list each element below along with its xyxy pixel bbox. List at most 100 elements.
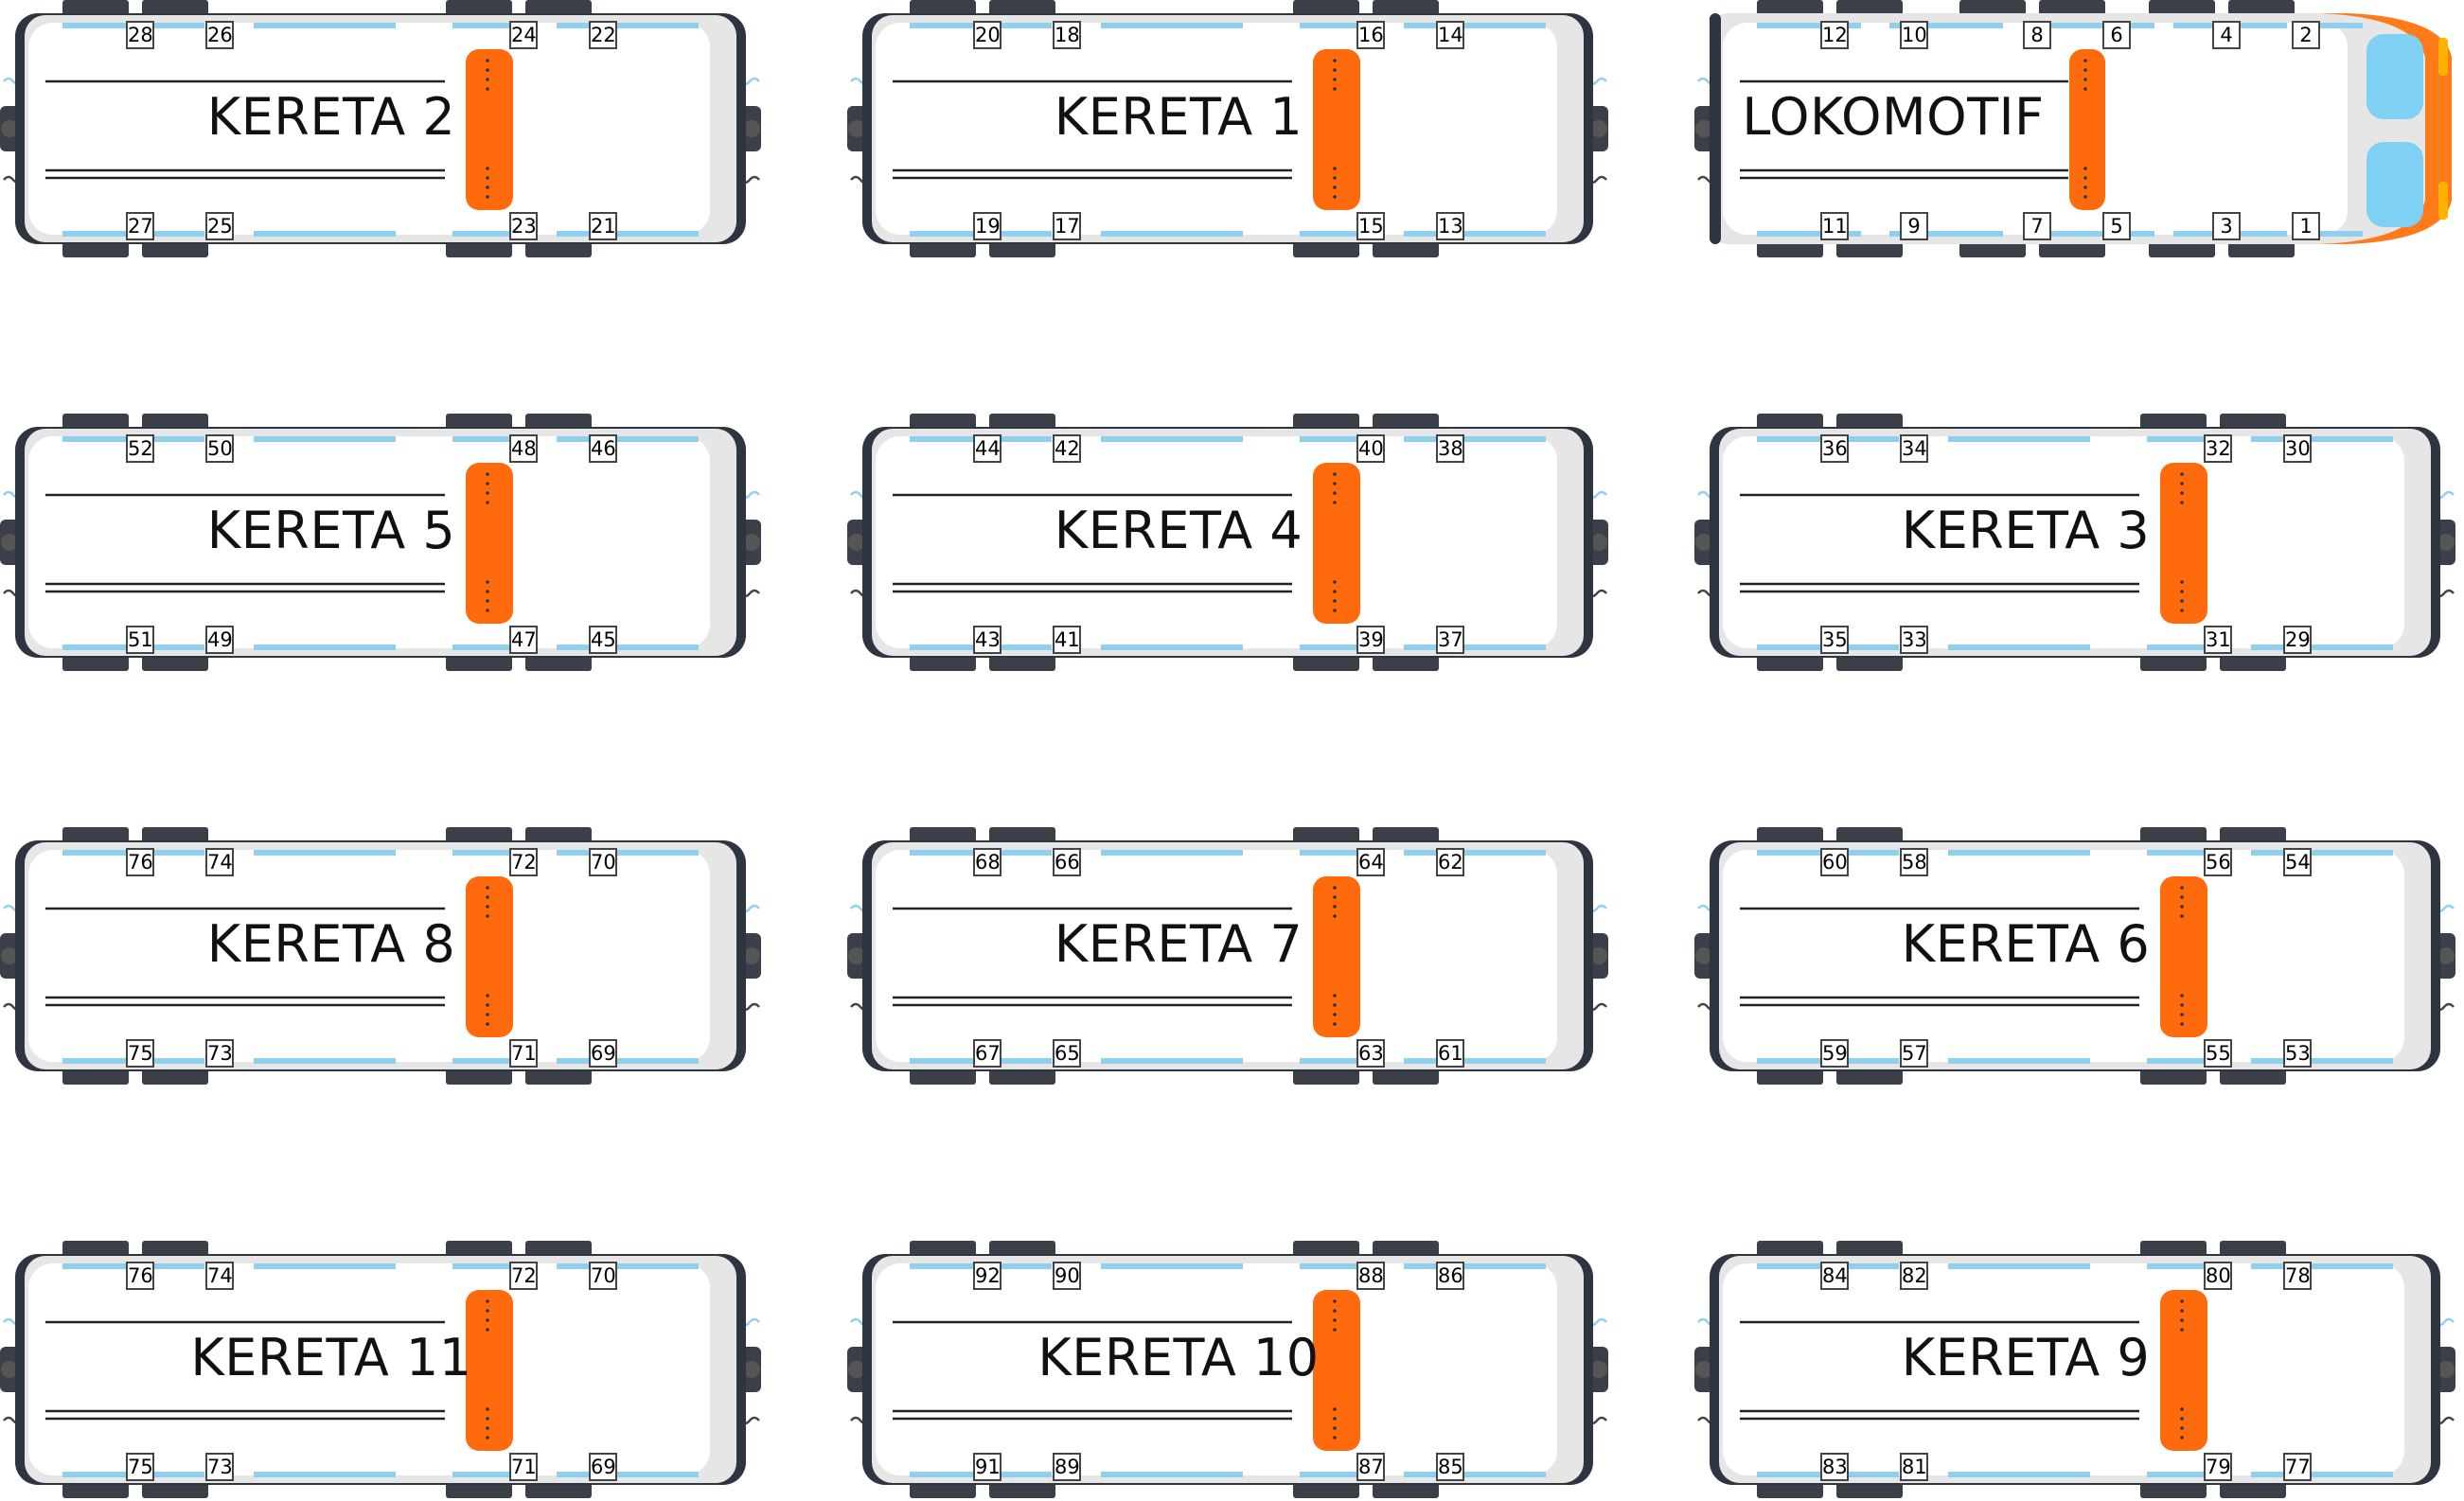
seat-number[interactable]: 6 <box>2102 21 2131 49</box>
seat-number[interactable]: 71 <box>509 1453 538 1481</box>
seat-number[interactable]: 5 <box>2102 212 2131 240</box>
seat-number[interactable]: 69 <box>589 1039 617 1068</box>
seat-number[interactable]: 32 <box>2204 434 2232 463</box>
seat-number[interactable]: 4 <box>2212 21 2241 49</box>
seat-number[interactable]: 88 <box>1356 1262 1385 1290</box>
seat-number[interactable]: 70 <box>589 1262 617 1290</box>
seat-number[interactable]: 33 <box>1900 626 1928 654</box>
seat-number[interactable]: 38 <box>1436 434 1464 463</box>
seat-number[interactable]: 23 <box>509 212 538 240</box>
seat-number[interactable]: 12 <box>1820 21 1849 49</box>
seat-number[interactable]: 30 <box>2283 434 2312 463</box>
seat-number[interactable]: 28 <box>126 21 154 49</box>
seat-number[interactable]: 31 <box>2204 626 2232 654</box>
seat-number[interactable]: 71 <box>509 1039 538 1068</box>
seat-number[interactable]: 19 <box>973 212 1002 240</box>
seat-number[interactable]: 58 <box>1900 848 1928 876</box>
seat-number[interactable]: 3 <box>2212 212 2241 240</box>
seat-number[interactable]: 34 <box>1900 434 1928 463</box>
seat-number[interactable]: 22 <box>589 21 617 49</box>
seat-number[interactable]: 2 <box>2292 21 2320 49</box>
seat-number[interactable]: 29 <box>2283 626 2312 654</box>
seat-number[interactable]: 24 <box>509 21 538 49</box>
seat-number[interactable]: 92 <box>973 1262 1002 1290</box>
seat-number[interactable]: 69 <box>589 1453 617 1481</box>
seat-number[interactable]: 87 <box>1356 1453 1385 1481</box>
seat-number[interactable]: 51 <box>126 626 154 654</box>
seat-number[interactable]: 27 <box>126 212 154 240</box>
seat-number[interactable]: 18 <box>1053 21 1081 49</box>
seat-number[interactable]: 41 <box>1053 626 1081 654</box>
seat-number[interactable]: 10 <box>1900 21 1928 49</box>
seat-number[interactable]: 14 <box>1436 21 1464 49</box>
seat-number[interactable]: 9 <box>1900 212 1928 240</box>
seat-number[interactable]: 1 <box>2292 212 2320 240</box>
seat-number[interactable]: 72 <box>509 848 538 876</box>
seat-number[interactable]: 7 <box>2023 212 2051 240</box>
seat-number[interactable]: 76 <box>126 848 154 876</box>
seat-number[interactable]: 73 <box>205 1039 234 1068</box>
seat-number[interactable]: 45 <box>589 626 617 654</box>
seat-number[interactable]: 77 <box>2283 1453 2312 1481</box>
seat-number[interactable]: 8 <box>2023 21 2051 49</box>
seat-number[interactable]: 65 <box>1053 1039 1081 1068</box>
seat-number[interactable]: 50 <box>205 434 234 463</box>
seat-number[interactable]: 74 <box>205 1262 234 1290</box>
seat-number[interactable]: 70 <box>589 848 617 876</box>
seat-number[interactable]: 37 <box>1436 626 1464 654</box>
seat-number[interactable]: 54 <box>2283 848 2312 876</box>
seat-number[interactable]: 56 <box>2204 848 2232 876</box>
seat-number[interactable]: 25 <box>205 212 234 240</box>
seat-number[interactable]: 42 <box>1053 434 1081 463</box>
seat-number[interactable]: 35 <box>1820 626 1849 654</box>
seat-number[interactable]: 20 <box>973 21 1002 49</box>
seat-number[interactable]: 43 <box>973 626 1002 654</box>
seat-number[interactable]: 11 <box>1820 212 1849 240</box>
seat-number[interactable]: 74 <box>205 848 234 876</box>
seat-number[interactable]: 80 <box>2204 1262 2232 1290</box>
seat-number[interactable]: 36 <box>1820 434 1849 463</box>
seat-number[interactable]: 17 <box>1053 212 1081 240</box>
seat-number[interactable]: 67 <box>973 1039 1002 1068</box>
seat-number[interactable]: 40 <box>1356 434 1385 463</box>
seat-number[interactable]: 91 <box>973 1453 1002 1481</box>
seat-number[interactable]: 83 <box>1820 1453 1849 1481</box>
seat-number[interactable]: 16 <box>1356 21 1385 49</box>
seat-number[interactable]: 39 <box>1356 626 1385 654</box>
seat-number[interactable]: 49 <box>205 626 234 654</box>
seat-number[interactable]: 90 <box>1053 1262 1081 1290</box>
seat-number[interactable]: 52 <box>126 434 154 463</box>
seat-number[interactable]: 59 <box>1820 1039 1849 1068</box>
seat-number[interactable]: 82 <box>1900 1262 1928 1290</box>
seat-number[interactable]: 84 <box>1820 1262 1849 1290</box>
seat-number[interactable]: 78 <box>2283 1262 2312 1290</box>
seat-number[interactable]: 68 <box>973 848 1002 876</box>
seat-number[interactable]: 55 <box>2204 1039 2232 1068</box>
seat-number[interactable]: 46 <box>589 434 617 463</box>
seat-number[interactable]: 81 <box>1900 1453 1928 1481</box>
seat-number[interactable]: 85 <box>1436 1453 1464 1481</box>
seat-number[interactable]: 26 <box>205 21 234 49</box>
seat-number[interactable]: 63 <box>1356 1039 1385 1068</box>
seat-number[interactable]: 64 <box>1356 848 1385 876</box>
seat-number[interactable]: 61 <box>1436 1039 1464 1068</box>
seat-number[interactable]: 73 <box>205 1453 234 1481</box>
seat-number[interactable]: 72 <box>509 1262 538 1290</box>
seat-number[interactable]: 89 <box>1053 1453 1081 1481</box>
seat-number[interactable]: 15 <box>1356 212 1385 240</box>
seat-number[interactable]: 75 <box>126 1039 154 1068</box>
seat-number[interactable]: 75 <box>126 1453 154 1481</box>
seat-number[interactable]: 86 <box>1436 1262 1464 1290</box>
seat-number[interactable]: 21 <box>589 212 617 240</box>
seat-number[interactable]: 53 <box>2283 1039 2312 1068</box>
seat-number[interactable]: 66 <box>1053 848 1081 876</box>
seat-number[interactable]: 44 <box>973 434 1002 463</box>
seat-number[interactable]: 57 <box>1900 1039 1928 1068</box>
seat-number[interactable]: 48 <box>509 434 538 463</box>
seat-number[interactable]: 47 <box>509 626 538 654</box>
seat-number[interactable]: 79 <box>2204 1453 2232 1481</box>
seat-number[interactable]: 76 <box>126 1262 154 1290</box>
seat-number[interactable]: 60 <box>1820 848 1849 876</box>
seat-number[interactable]: 13 <box>1436 212 1464 240</box>
seat-number[interactable]: 62 <box>1436 848 1464 876</box>
